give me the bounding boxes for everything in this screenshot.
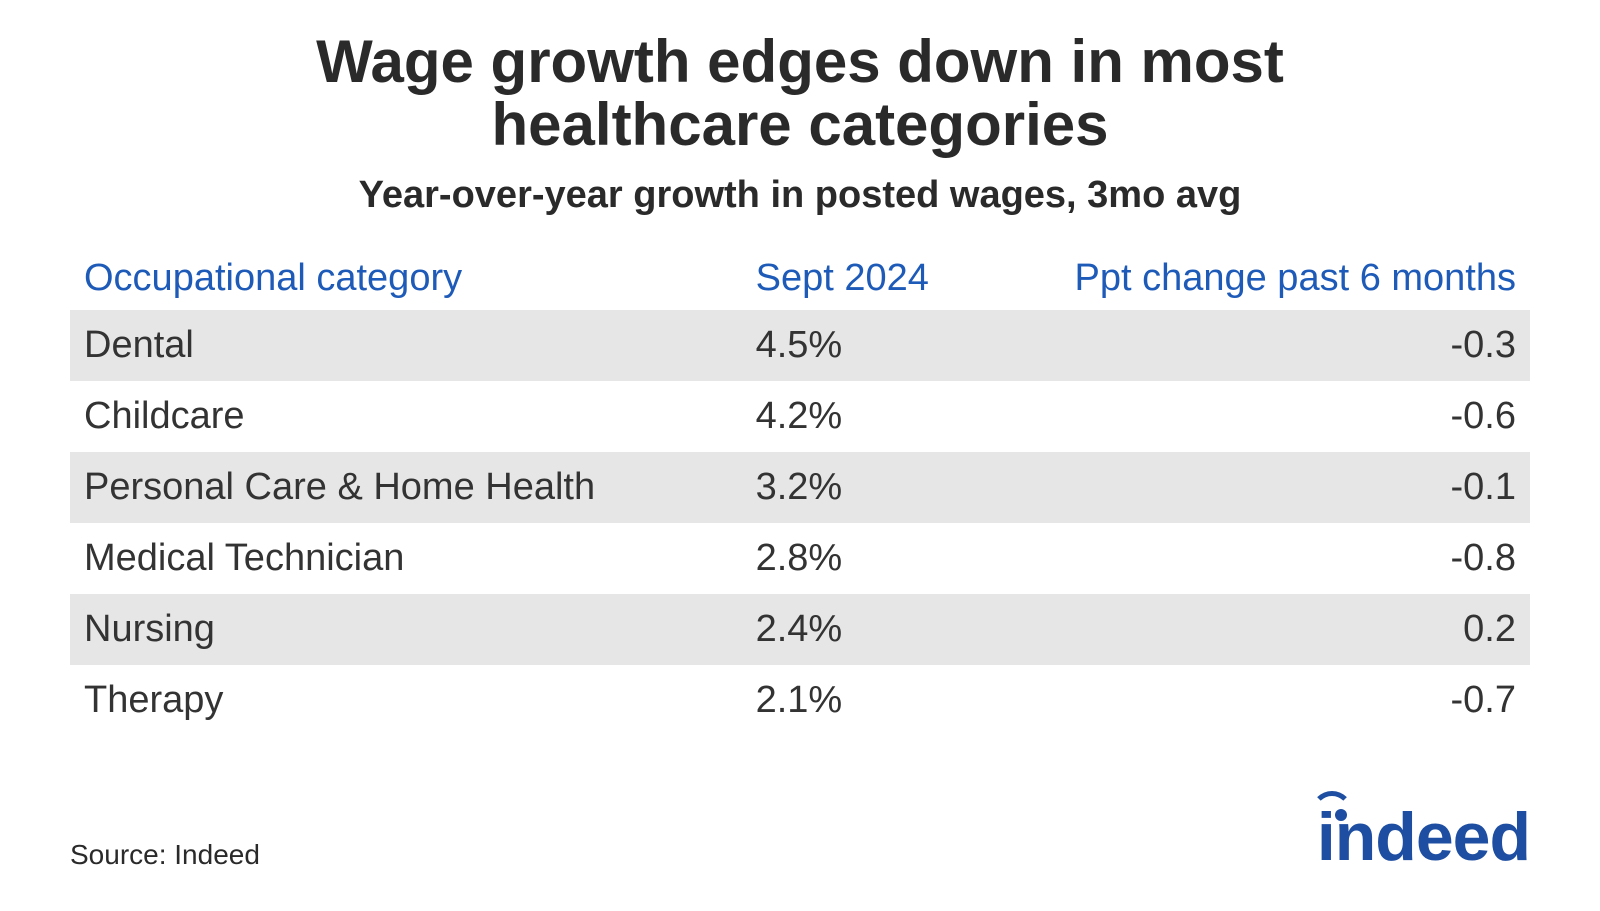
table-cell: -0.7 — [1034, 665, 1530, 736]
col-header-sept2024: Sept 2024 — [742, 247, 1034, 310]
table-row: Childcare4.2%-0.6 — [70, 381, 1530, 452]
table-cell: 4.5% — [742, 310, 1034, 381]
chart-subtitle: Year-over-year growth in posted wages, 3… — [70, 174, 1530, 217]
table-cell: -0.6 — [1034, 381, 1530, 452]
indeed-logo: indeed — [1317, 803, 1530, 871]
table-row: Medical Technician2.8%-0.8 — [70, 523, 1530, 594]
table-cell: Dental — [70, 310, 742, 381]
table-row: Nursing2.4%0.2 — [70, 594, 1530, 665]
table-cell: 2.8% — [742, 523, 1034, 594]
title-line-1: Wage growth edges down in most — [316, 28, 1284, 95]
logo-dot-icon — [1335, 809, 1347, 821]
col-header-change: Ppt change past 6 months — [1034, 247, 1530, 310]
table-header-row: Occupational category Sept 2024 Ppt chan… — [70, 247, 1530, 310]
chart-title: Wage growth edges down in most healthcar… — [70, 30, 1530, 156]
table-cell: Medical Technician — [70, 523, 742, 594]
table-cell: Childcare — [70, 381, 742, 452]
table-cell: Personal Care & Home Health — [70, 452, 742, 523]
table-cell: 3.2% — [742, 452, 1034, 523]
table-cell: Nursing — [70, 594, 742, 665]
title-line-2: healthcare categories — [492, 91, 1109, 158]
table-cell: 4.2% — [742, 381, 1034, 452]
table-cell: 0.2 — [1034, 594, 1530, 665]
table-row: Personal Care & Home Health3.2%-0.1 — [70, 452, 1530, 523]
footer: Source: Indeed indeed — [70, 763, 1530, 871]
col-header-category: Occupational category — [70, 247, 742, 310]
table-body: Dental4.5%-0.3Childcare4.2%-0.6Personal … — [70, 310, 1530, 736]
table-cell: -0.8 — [1034, 523, 1530, 594]
table-row: Dental4.5%-0.3 — [70, 310, 1530, 381]
table-cell: Therapy — [70, 665, 742, 736]
wage-table: Occupational category Sept 2024 Ppt chan… — [70, 247, 1530, 736]
table-cell: 2.1% — [742, 665, 1034, 736]
table-cell: -0.1 — [1034, 452, 1530, 523]
table-cell: 2.4% — [742, 594, 1034, 665]
table-row: Therapy2.1%-0.7 — [70, 665, 1530, 736]
table-cell: -0.3 — [1034, 310, 1530, 381]
source-text: Source: Indeed — [70, 839, 260, 871]
